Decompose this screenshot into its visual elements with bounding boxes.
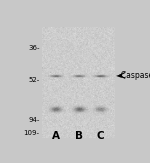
Bar [42, 27, 114, 138]
Text: B: B [75, 131, 83, 141]
Text: A: A [52, 131, 60, 141]
Text: ◄Caspase-1: ◄Caspase-1 [116, 71, 150, 80]
Text: C: C [96, 131, 104, 141]
Text: 94-: 94- [28, 117, 40, 123]
Text: 36-: 36- [28, 45, 40, 52]
Text: 109-: 109- [24, 130, 40, 135]
Text: 52-: 52- [28, 77, 40, 83]
